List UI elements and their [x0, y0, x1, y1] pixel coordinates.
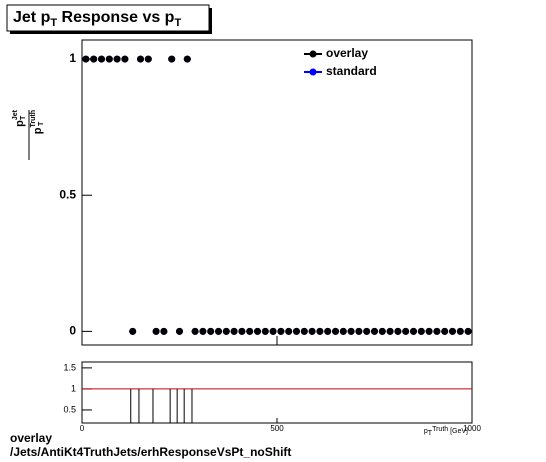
legend-marker [309, 68, 317, 76]
data-point [402, 327, 410, 335]
data-point [246, 327, 254, 335]
data-point [113, 55, 121, 63]
ratio-frame [81, 361, 473, 424]
data-point [339, 327, 347, 335]
legend-label: overlay [326, 46, 368, 60]
data-point [222, 327, 230, 335]
title-box [6, 4, 210, 32]
y-axis-label: pJetT pTruthT [12, 109, 45, 160]
data-point [394, 327, 402, 335]
data-point [425, 327, 433, 335]
y-tick-label: 0.5 [63, 404, 76, 414]
data-point [90, 55, 98, 63]
legend-label: standard [326, 64, 377, 78]
main-frame [81, 39, 473, 346]
data-point [98, 55, 105, 63]
data-point [191, 327, 199, 335]
x-tick-label: 1000 [463, 424, 481, 433]
data-point [105, 55, 113, 63]
data-point [410, 327, 417, 335]
data-point [152, 327, 160, 335]
x-axis-label: pTTruth [GeV] [424, 426, 468, 437]
data-point [456, 327, 464, 335]
data-point [168, 55, 176, 63]
data-point [441, 327, 449, 335]
data-point [144, 55, 152, 63]
data-point [300, 327, 308, 335]
data-point [230, 327, 238, 335]
chart-title: Jet pT Response vs pT [13, 9, 181, 29]
data-point [378, 327, 386, 335]
data-point [215, 327, 222, 335]
y-tick-label: 1 [69, 51, 76, 65]
data-point [347, 327, 355, 335]
data-point [254, 327, 261, 335]
x-tick-label: 500 [270, 424, 284, 433]
legend-marker [309, 50, 317, 58]
x-tick-label: 0 [80, 424, 85, 433]
data-point [363, 327, 371, 335]
data-point [332, 327, 339, 335]
data-point [121, 55, 129, 63]
data-point [261, 327, 269, 335]
y-tick-label: 0 [69, 324, 76, 338]
svg-text:pTruthT: pTruthT [30, 110, 45, 134]
data-point [160, 327, 168, 335]
data-point [82, 55, 90, 63]
data-point [371, 327, 378, 335]
data-point [277, 327, 285, 335]
data-point [386, 327, 394, 335]
footer-line2: /Jets/AntiKt4TruthJets/erhResponseVsPt_n… [10, 445, 291, 459]
data-point [449, 327, 456, 335]
data-point [137, 55, 144, 63]
data-point [308, 327, 316, 335]
data-point [293, 327, 300, 335]
data-point [199, 327, 207, 335]
data-point [324, 327, 332, 335]
data-point [183, 55, 191, 63]
data-point [129, 327, 137, 335]
svg-text:pJetT: pJetT [12, 109, 27, 127]
data-point [285, 327, 293, 335]
data-point [176, 327, 183, 335]
data-point [464, 327, 472, 335]
data-point [417, 327, 425, 335]
data-point [238, 327, 246, 335]
footer-line1: overlay [10, 431, 52, 445]
data-point [207, 327, 215, 335]
y-tick-label: 1 [71, 383, 76, 393]
data-point [433, 327, 441, 335]
ratio-points [130, 388, 193, 423]
data-point [355, 327, 363, 335]
data-point [269, 327, 277, 335]
y-tick-label: 0.5 [59, 187, 76, 201]
y-tick-label: 1.5 [63, 362, 76, 372]
data-point [316, 327, 324, 335]
